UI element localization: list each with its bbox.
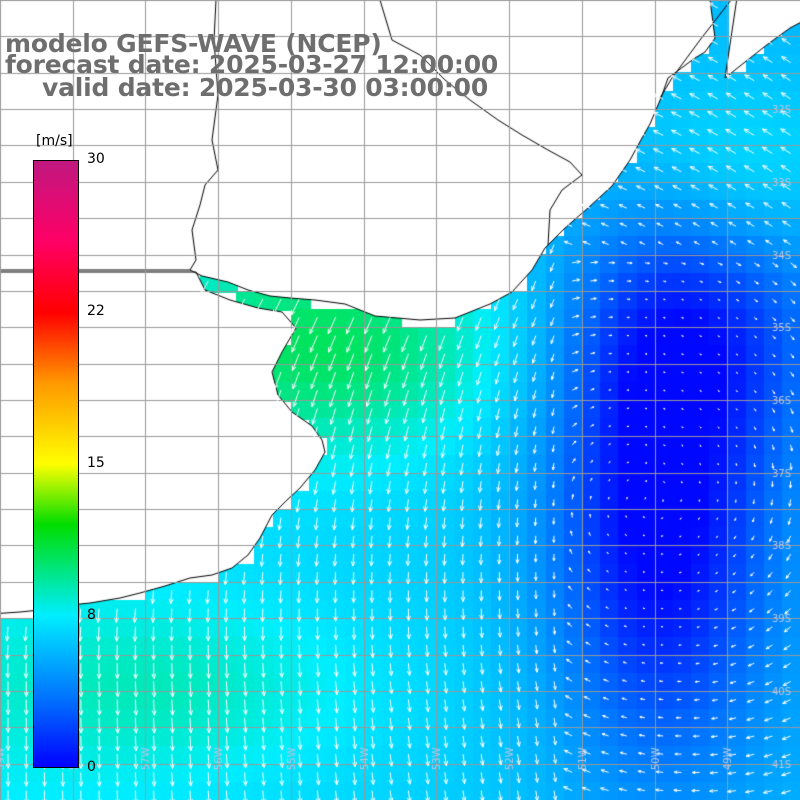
colorbar-tick-label: 30	[87, 151, 105, 167]
colorbar-tick-label: 15	[87, 455, 105, 471]
colorbar-units: [m/s]	[36, 133, 73, 149]
model-title: modelo GEFS-WAVE (NCEP)	[5, 29, 382, 58]
colorbar-tick-label: 0	[87, 759, 96, 775]
colorbar-tick-label: 22	[87, 303, 105, 319]
forecast-date: forecast date: 2025-03-27 12:00:00	[5, 50, 499, 79]
colorbar	[33, 160, 79, 768]
valid-date: valid date: 2025-03-30 03:00:00	[42, 73, 489, 102]
colorbar-tick-label: 8	[87, 607, 96, 623]
